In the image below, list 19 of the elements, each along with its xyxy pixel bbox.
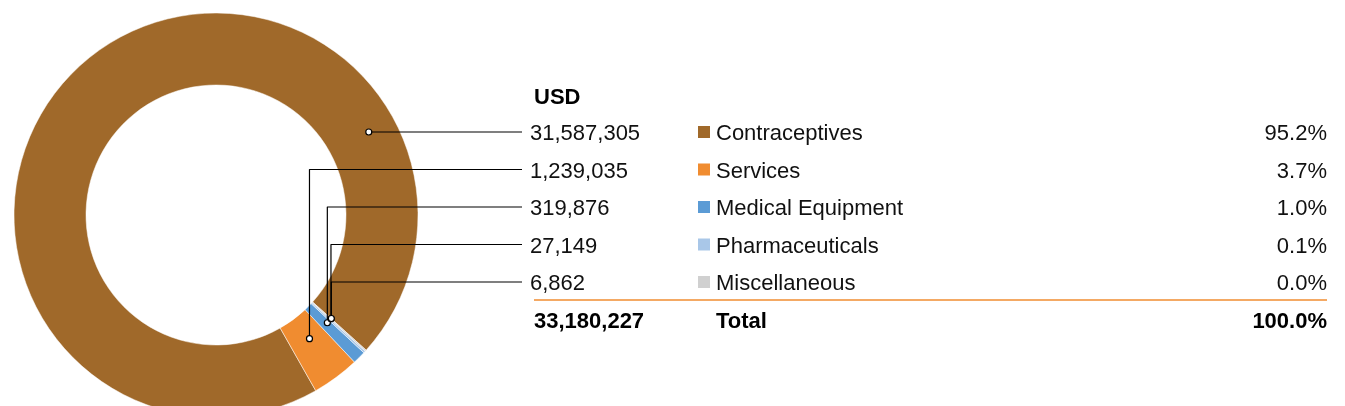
- text: 0.0%: [1276, 270, 1327, 295]
- text: 100.0%: [1252, 308, 1327, 333]
- legend-label: Medical Equipment: [716, 195, 904, 220]
- legend-label: Services: [716, 157, 801, 183]
- legend-label: Pharmaceuticals: [716, 232, 879, 258]
- data-label: 6,862: [530, 270, 586, 295]
- text: 1.0%: [1276, 195, 1327, 220]
- data-label: 319,876: [530, 195, 610, 220]
- text: 0.1%: [1276, 232, 1327, 258]
- data-label: 1,239,035: [530, 157, 628, 183]
- legend-title: USD: [534, 84, 581, 109]
- data-label: 31,587,305: [530, 120, 641, 145]
- text: Total: [716, 308, 767, 333]
- legend-label: Miscellaneous: [716, 270, 856, 295]
- text: 3.7%: [1276, 157, 1327, 183]
- text: 95.2%: [1264, 120, 1327, 145]
- legend-label: Contraceptives: [716, 120, 863, 145]
- text: 33,180,227: [534, 308, 645, 333]
- data-label: 27,149: [530, 232, 598, 258]
